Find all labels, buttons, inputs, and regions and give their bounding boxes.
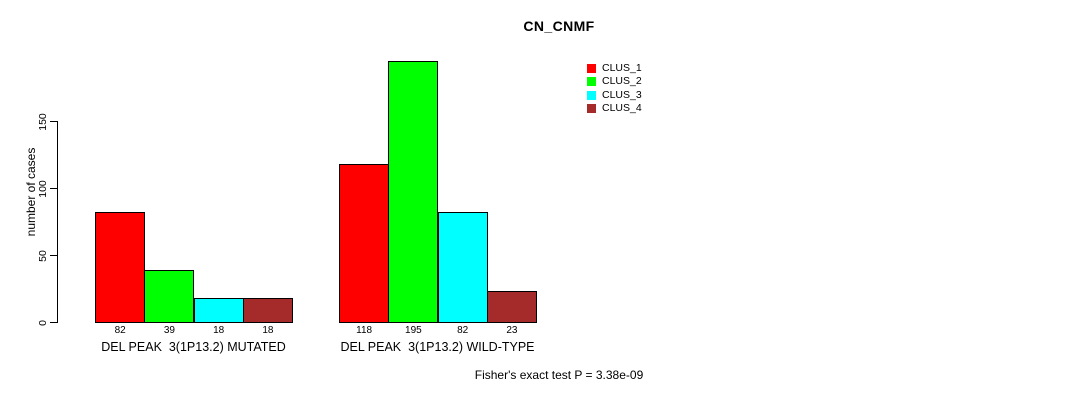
- x-category-label: DEL PEAK 3(1P13.2) WILD-TYPE: [340, 340, 535, 354]
- legend-label: CLUS_1: [602, 62, 642, 75]
- legend-row: CLUS_4: [587, 102, 642, 115]
- legend-label: CLUS_2: [602, 75, 642, 88]
- y-axis-line: [57, 121, 58, 323]
- legend: CLUS_1 CLUS_2 CLUS_3 CLUS_4: [587, 62, 642, 115]
- legend-swatch-clus_1: [587, 64, 596, 74]
- y-axis-label: number of cases: [24, 147, 38, 237]
- legend-row: CLUS_2: [587, 75, 642, 88]
- y-axis-tick: [50, 255, 58, 256]
- legend-swatch-clus_2: [587, 77, 596, 87]
- y-axis-tick: [50, 322, 58, 323]
- bar-value-label: 118: [356, 325, 373, 336]
- bar-clus_4-group1: [242, 297, 293, 323]
- bar-value-label: 18: [213, 325, 225, 336]
- bar-value-label: 39: [163, 325, 175, 336]
- chart-title: CN_CNMF: [523, 18, 595, 34]
- legend-swatch-clus_4: [587, 104, 596, 114]
- bar-clus_3-group2: [437, 212, 488, 323]
- bar-clus_2-group1: [144, 269, 195, 323]
- legend-row: CLUS_1: [587, 62, 642, 75]
- bar-clus_3-group1: [193, 297, 244, 323]
- y-axis-tick-label: 0: [37, 319, 49, 326]
- legend-row: CLUS_3: [587, 89, 642, 102]
- bar-value-label: 195: [405, 325, 422, 336]
- y-axis-tick-label: 150: [37, 112, 49, 131]
- legend-label: CLUS_3: [602, 88, 642, 101]
- bar-clus_1-group2: [339, 163, 389, 323]
- x-category-label: DEL PEAK 3(1P13.2) MUTATED: [101, 340, 286, 354]
- bar-clus_2-group2: [388, 60, 439, 323]
- legend-swatch-clus_3: [587, 90, 596, 100]
- bar-value-label: 23: [506, 325, 518, 336]
- y-axis-tick: [50, 121, 58, 122]
- fisher-test-note: Fisher's exact test P = 3.38e-09: [474, 368, 644, 382]
- y-axis-tick-label: 100: [37, 179, 49, 198]
- bar-value-label: 82: [457, 325, 469, 336]
- bar-value-label: 82: [114, 325, 126, 336]
- bar-value-label: 18: [262, 325, 274, 336]
- y-axis-tick: [50, 188, 58, 189]
- bar-clus_4-group2: [486, 291, 537, 323]
- y-axis-tick-label: 50: [37, 249, 49, 262]
- legend-label: CLUS_4: [602, 102, 642, 115]
- bar-clus_1-group1: [95, 212, 145, 323]
